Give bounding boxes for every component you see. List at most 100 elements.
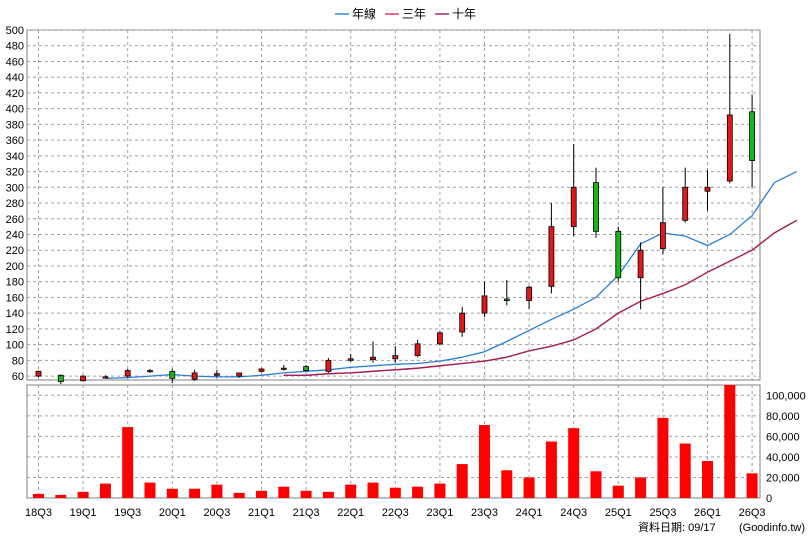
moving-average-lines — [105, 171, 798, 380]
legend: 年線 三年 十年 — [335, 6, 476, 21]
volume-tick-label: 80,000 — [766, 411, 800, 423]
candle — [147, 368, 153, 373]
volume-bars — [33, 385, 758, 498]
x-tick-label: 25Q3 — [649, 507, 676, 519]
price-tick-label: 400 — [6, 104, 24, 116]
candle — [35, 370, 42, 378]
candle-body — [414, 343, 421, 357]
price-tick-label: 480 — [6, 41, 24, 53]
volume-tick-label: 40,000 — [766, 452, 800, 464]
candle-body — [682, 186, 689, 221]
x-tick-label: 25Q1 — [605, 507, 632, 519]
volume-bar — [389, 487, 401, 498]
candle-body — [548, 226, 555, 287]
price-tick-label: 180 — [6, 277, 24, 289]
volume-bar — [278, 486, 290, 498]
candle-body — [35, 370, 42, 377]
price-tick-label: 100 — [6, 340, 24, 352]
candle-body — [80, 375, 86, 382]
candle — [436, 331, 443, 346]
legend-label-ten-year: 十年 — [452, 7, 476, 21]
candle-body — [660, 222, 666, 250]
candle-body — [213, 373, 220, 376]
candle-body — [124, 370, 131, 377]
volume-bar — [545, 441, 557, 498]
candle — [414, 339, 421, 358]
candle-body — [347, 358, 354, 361]
price-tick-label: 120 — [6, 324, 24, 336]
price-tick-label: 380 — [6, 119, 24, 131]
volume-bar — [568, 428, 580, 498]
volume-bar — [590, 471, 602, 498]
price-tick-label: 280 — [6, 198, 24, 210]
price-tick-label: 200 — [6, 261, 24, 273]
volume-bar — [412, 486, 424, 498]
candle-body — [615, 230, 622, 279]
price-tick-label: 240 — [6, 229, 24, 241]
candle — [258, 368, 265, 373]
volume-bar — [122, 427, 134, 498]
candle — [347, 354, 354, 362]
price-tick-label: 140 — [6, 308, 24, 320]
data-date-label: 資料日期: 09/17 — [638, 520, 716, 534]
volume-tick-label: 100,000 — [766, 390, 806, 402]
x-tick-label: 21Q1 — [248, 507, 275, 519]
volume-bar — [456, 464, 468, 498]
candle — [80, 375, 86, 382]
x-tick-label: 20Q3 — [203, 507, 230, 519]
candle-body — [459, 312, 466, 333]
volume-bar — [434, 483, 446, 498]
x-tick-label: 23Q3 — [471, 507, 498, 519]
x-tick-label: 26Q1 — [694, 507, 721, 519]
candle-body — [704, 186, 711, 192]
candle — [124, 368, 131, 378]
candle-body — [726, 114, 733, 182]
x-tick-label: 23Q1 — [426, 507, 453, 519]
volume-bar — [746, 473, 758, 498]
price-tick-label: 360 — [6, 135, 24, 147]
volume-tick-label: 60,000 — [766, 431, 800, 443]
volume-bar — [256, 490, 267, 498]
volume-panel: 0 20,000 40,000 60,000 80,000 100,000 — [26, 384, 806, 505]
candle — [325, 357, 332, 373]
price-tick-label: 60 — [12, 371, 24, 383]
candle — [503, 280, 510, 306]
candle — [459, 306, 466, 337]
volume-bar — [724, 385, 736, 498]
legend-label-three-year: 三年 — [402, 7, 426, 21]
price-tick-label: 260 — [6, 214, 24, 226]
volume-bar — [367, 482, 379, 498]
x-tick-label: 22Q1 — [337, 507, 364, 519]
candle-body — [503, 298, 510, 301]
candle-body — [57, 374, 64, 382]
volume-tick-label: 20,000 — [766, 472, 800, 484]
price-tick-label: 320 — [6, 167, 24, 179]
candle-body — [280, 367, 287, 370]
price-tick-label: 300 — [6, 182, 24, 194]
x-tick-label: 19Q3 — [114, 507, 141, 519]
candle-body — [325, 359, 332, 372]
candle — [280, 365, 287, 371]
candle — [570, 144, 577, 237]
candle — [213, 369, 220, 378]
candle — [481, 281, 488, 318]
volume-bar — [33, 493, 44, 498]
candle-body — [749, 111, 755, 161]
legend-label-annual: 年線 — [352, 6, 376, 21]
candle-body — [370, 356, 376, 360]
candle-body — [392, 355, 399, 360]
x-tick-label: 22Q3 — [382, 507, 409, 519]
candle-body — [303, 366, 310, 371]
volume-bar — [189, 488, 201, 498]
candle — [749, 94, 755, 188]
price-axis: 60 80 100 120 140 160 180 200 220 240 260 280 300 320… — [6, 25, 24, 383]
volume-bar — [612, 485, 624, 498]
candle — [169, 368, 176, 384]
x-tick-label: 21Q3 — [293, 507, 320, 519]
volume-bar — [322, 491, 334, 498]
price-tick-label: 500 — [6, 25, 24, 37]
ma-line-annual — [105, 171, 797, 380]
candle — [704, 170, 711, 211]
volume-bar — [55, 494, 67, 498]
